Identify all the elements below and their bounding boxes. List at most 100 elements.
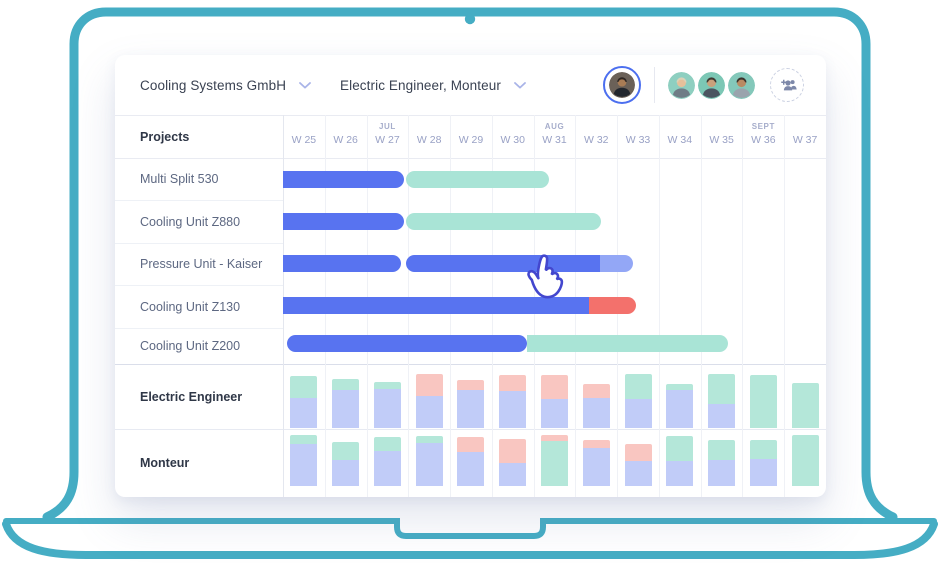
week-label: W 31 (542, 134, 567, 146)
resource-row-label: Monteur (115, 429, 283, 497)
week-gridline (784, 115, 785, 497)
capacity-segment-teal (624, 374, 652, 399)
capacity-bar (373, 437, 401, 486)
row-divider (115, 243, 283, 244)
capacity-segment-teal (541, 441, 568, 486)
avatar-team-member[interactable] (668, 71, 695, 99)
capacity-segment-blue (582, 448, 610, 486)
gantt-bar[interactable] (589, 297, 636, 314)
week-label: W 27 (375, 134, 400, 146)
week-gridline (659, 115, 660, 497)
avatar-photo (698, 71, 725, 99)
capacity-segment-teal (373, 382, 401, 389)
capacity-segment-teal (415, 436, 443, 443)
capacity-segment-pink (541, 435, 568, 441)
capacity-segment-blue (415, 396, 443, 428)
capacity-segment-teal (708, 374, 736, 404)
week-header-cell: W 33 (617, 115, 659, 158)
week-label: W 34 (667, 134, 693, 146)
gantt-bar[interactable] (283, 213, 405, 230)
gantt-bar[interactable] (405, 255, 601, 272)
resource-row-label: Electric Engineer (115, 364, 283, 429)
week-header-cell: W 26 (325, 115, 367, 158)
gantt-bar[interactable] (406, 213, 602, 230)
gantt-chart-area: W 25 W 26 JUL W 27 W 28 W 29 W 30 AUG W 31 W 32 W … (283, 115, 826, 497)
project-row-label[interactable]: Cooling Unit Z200 (115, 328, 283, 364)
laptop-hinge-line (3, 518, 937, 539)
capacity-bar (666, 436, 694, 486)
project-name: Cooling Unit Z200 (140, 339, 241, 353)
capacity-bar (373, 382, 401, 428)
week-label: W 28 (416, 134, 442, 146)
week-header-cell: W 30 (492, 115, 534, 158)
capacity-bar (791, 383, 819, 428)
header-divider (115, 115, 826, 116)
month-label: AUG (544, 122, 565, 131)
capacity-segment-pink (499, 439, 527, 463)
avatar-current-user[interactable] (609, 72, 635, 98)
team-filter-selector[interactable]: Electric Engineer, Monteur (340, 55, 526, 115)
capacity-segment-pink (582, 384, 610, 398)
avatar-divider (654, 67, 655, 103)
laptop-base (2, 520, 938, 559)
gantt-bar[interactable] (526, 335, 729, 352)
gantt-bar[interactable] (283, 297, 590, 314)
capacity-bar (457, 380, 485, 428)
capacity-segment-blue (332, 390, 360, 428)
laptop-screen-outline (42, 7, 898, 522)
capacity-segment-blue (666, 461, 694, 486)
avatar-selected[interactable] (603, 66, 641, 104)
gantt-bar[interactable] (406, 171, 550, 188)
capacity-segment-pink (457, 380, 485, 390)
week-gridline (701, 115, 702, 497)
capacity-bar (666, 384, 694, 428)
add-user-button[interactable] (770, 68, 804, 102)
week-header-cell: W 28 (408, 115, 450, 158)
capacity-bar (708, 440, 736, 486)
capacity-segment-blue (332, 460, 360, 486)
project-row-label[interactable]: Multi Split 530 (115, 158, 283, 200)
week-header-cell: AUG W 31 (534, 115, 576, 158)
capacity-bar (499, 439, 527, 486)
capacity-segment-blue (708, 460, 736, 486)
capacity-segment-blue (290, 398, 318, 428)
capacity-bar (332, 379, 360, 428)
capacity-bar (791, 435, 819, 486)
capacity-bar (541, 435, 568, 486)
capacity-segment-teal (791, 383, 819, 428)
project-name: Multi Split 530 (140, 172, 219, 186)
company-selector[interactable]: Cooling Systems GmbH (140, 55, 311, 115)
week-header-cell: W 35 (701, 115, 743, 158)
capacity-bar (457, 437, 485, 486)
project-name: Cooling Unit Z880 (140, 214, 241, 229)
project-row-label[interactable]: Pressure Unit - Kaiser (115, 243, 283, 285)
capacity-bar (582, 384, 610, 428)
capacity-segment-teal (791, 435, 819, 486)
projects-column-header: Projects (115, 115, 283, 158)
avatar-team-member[interactable] (728, 71, 755, 99)
project-name: Cooling Unit Z130 (140, 299, 241, 314)
avatar-photo (668, 71, 695, 99)
gantt-bar[interactable] (287, 335, 527, 352)
chevron-down-icon (514, 81, 526, 88)
week-label: W 33 (625, 134, 651, 146)
capacity-segment-blue (499, 391, 527, 428)
project-row-label[interactable]: Cooling Unit Z880 (115, 200, 283, 243)
gantt-bar[interactable] (283, 171, 405, 188)
project-row-label[interactable]: Cooling Unit Z130 (115, 285, 283, 328)
week-header-cell: W 29 (450, 115, 492, 158)
capacity-bar (749, 375, 777, 428)
resource-name: Electric Engineer (140, 389, 243, 404)
gantt-bar[interactable] (600, 255, 633, 272)
capacity-bar (415, 374, 443, 428)
app-window: Cooling Systems GmbH Electric Engineer, … (115, 55, 826, 497)
timeline-divider (115, 158, 826, 159)
week-header-cell: SEPT W 36 (742, 115, 784, 158)
gantt-bar[interactable] (283, 255, 402, 272)
week-header-cell: W 32 (575, 115, 617, 158)
week-label: W 29 (458, 134, 484, 146)
capacity-segment-blue (749, 459, 777, 486)
resource-name: Monteur (140, 456, 190, 470)
avatar-team-member[interactable] (698, 71, 725, 99)
